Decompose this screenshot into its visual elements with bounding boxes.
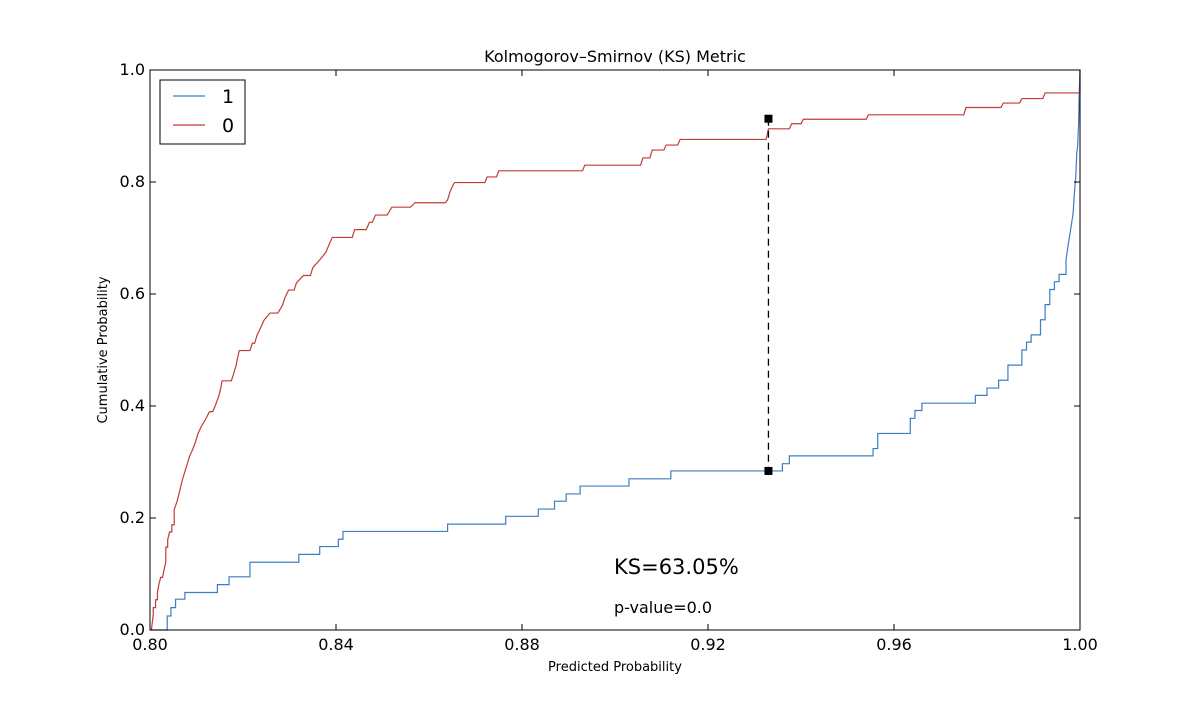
y-tick-label: 0.4 xyxy=(120,396,145,415)
x-tick-label: 0.84 xyxy=(318,635,354,654)
y-axis-label: Cumulative Probability xyxy=(96,276,111,423)
series-line-0 xyxy=(150,70,1081,631)
x-axis-label: Predicted Probability xyxy=(548,660,682,675)
chart-title: Kolmogorov–Smirnov (KS) Metric xyxy=(484,47,746,66)
legend-box xyxy=(159,79,246,145)
ks-value-annotation: KS=63.05% xyxy=(614,555,739,579)
y-tick-label: 0.2 xyxy=(120,508,145,527)
ks-marker-high xyxy=(764,114,773,123)
x-tick-label: 0.80 xyxy=(132,635,168,654)
x-tick-label: 0.96 xyxy=(876,635,912,654)
y-tick-label: 1.0 xyxy=(120,60,145,79)
plot-layer xyxy=(150,69,1081,631)
x-tick-label: 0.92 xyxy=(690,635,726,654)
legend-label-series-0: 0 xyxy=(222,115,234,137)
x-tick-label: 1.00 xyxy=(1062,635,1098,654)
plot-frame xyxy=(149,69,1081,631)
y-tick-label: 0.6 xyxy=(120,284,145,303)
axis-ticks: 0.80 0.84 0.88 0.92 0.96 1.000.00.20.40.60.81… xyxy=(120,60,1098,654)
legend: 1 0 xyxy=(159,79,246,145)
y-tick-label: 0.0 xyxy=(120,620,145,639)
series-line-1 xyxy=(150,69,1081,631)
ks-marker-low xyxy=(764,466,773,475)
legend-label-series-1: 1 xyxy=(222,86,234,108)
p-value-annotation: p-value=0.0 xyxy=(614,598,712,617)
x-tick-label: 0.88 xyxy=(504,635,540,654)
y-tick-label: 0.8 xyxy=(120,172,145,191)
